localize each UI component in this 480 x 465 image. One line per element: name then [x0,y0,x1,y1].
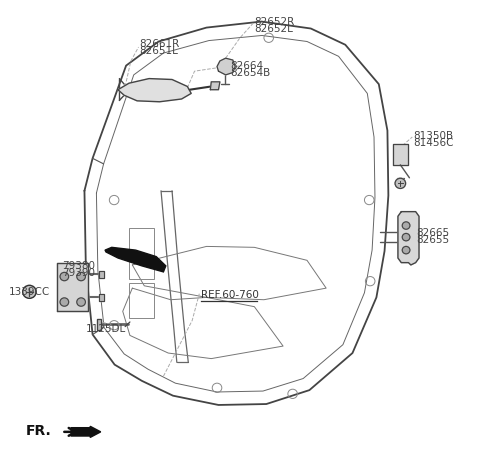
Text: 82664: 82664 [230,61,264,71]
Text: 1125DL: 1125DL [86,324,126,334]
Polygon shape [217,58,235,75]
Circle shape [402,233,410,241]
Text: REF.60-760: REF.60-760 [201,291,259,300]
Text: 81456C: 81456C [413,139,454,148]
Text: 1339CC: 1339CC [9,287,50,297]
Polygon shape [97,319,101,330]
Polygon shape [105,247,166,272]
Text: 82652L: 82652L [254,24,293,34]
Bar [129,284,154,318]
Polygon shape [210,82,220,90]
Circle shape [402,246,410,254]
Text: 82651L: 82651L [140,46,179,56]
Text: 82661R: 82661R [140,39,180,49]
Polygon shape [57,263,88,311]
Circle shape [60,298,69,306]
Circle shape [77,298,85,306]
Text: FR.: FR. [25,424,51,438]
Circle shape [60,272,69,281]
Circle shape [23,286,36,299]
Text: 79380: 79380 [62,261,95,271]
Circle shape [402,222,410,229]
FancyArrow shape [71,426,101,438]
Circle shape [395,178,406,188]
Text: 79390: 79390 [62,268,95,278]
Text: 82655: 82655 [416,235,449,245]
Text: 82665: 82665 [416,228,449,238]
Polygon shape [99,294,104,301]
Text: 82654B: 82654B [230,68,271,78]
Bar [129,228,154,279]
Polygon shape [99,271,104,278]
Text: 82652R: 82652R [254,17,295,27]
Polygon shape [118,79,191,102]
Polygon shape [398,212,419,265]
Text: 81350B: 81350B [413,132,454,141]
Polygon shape [393,145,408,165]
Circle shape [77,272,85,281]
